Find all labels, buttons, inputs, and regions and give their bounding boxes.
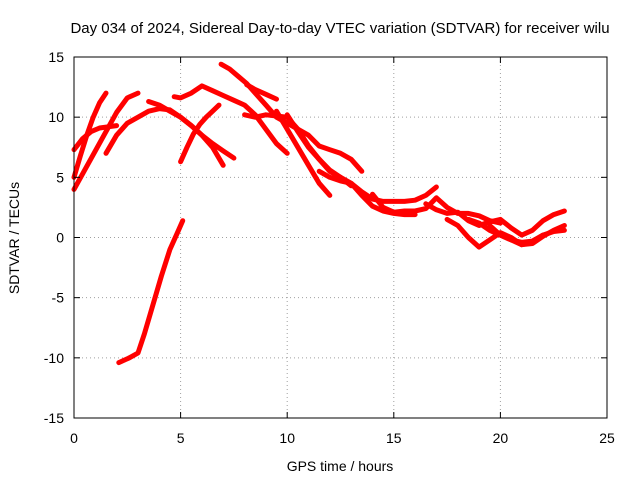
series-line-arc-7 [178,102,222,165]
x-tick-labels: 0 5 10 15 20 25 [70,430,615,446]
series-line-arc-4 [71,123,120,153]
x-tick-label: 0 [70,430,78,446]
y-tick-label: -15 [44,410,64,426]
series-line-arc-9 [218,61,365,174]
series-line-arc-12 [274,108,333,198]
chart-title: Day 034 of 2024, Sidereal Day-to-day VTE… [70,20,609,37]
series-line-arc-8 [171,83,290,156]
series-line-arc-15 [370,191,503,226]
x-tick-label: 25 [599,430,615,446]
series-line-arc-16 [423,201,567,238]
series-line-arc-2 [71,90,109,180]
axis-ticks [73,56,608,419]
series-line-arc-3 [71,90,141,192]
x-tick-label: 15 [386,430,402,446]
x-tick-label: 10 [279,430,295,446]
y-tick-label: 10 [48,109,64,125]
y-tick-label: 15 [48,49,64,65]
series-line-arc-6 [146,99,226,168]
y-tick-label: -10 [44,350,64,366]
y-tick-labels: -15 -10 -5 0 5 10 15 [44,49,64,426]
y-axis-label: SDTVAR / TECUs [6,182,22,294]
series-layer [71,61,567,366]
series-line-arc-1 [116,218,186,366]
y-tick-label: 5 [56,169,64,185]
x-tick-label: 5 [177,430,185,446]
y-tick-label: 0 [56,230,64,246]
series-line-arc-11 [244,82,279,102]
series-line-arc-19 [487,223,546,248]
y-tick-label: -5 [52,290,65,306]
x-tick-label: 20 [493,430,509,446]
x-axis-label: GPS time / hours [287,458,394,474]
